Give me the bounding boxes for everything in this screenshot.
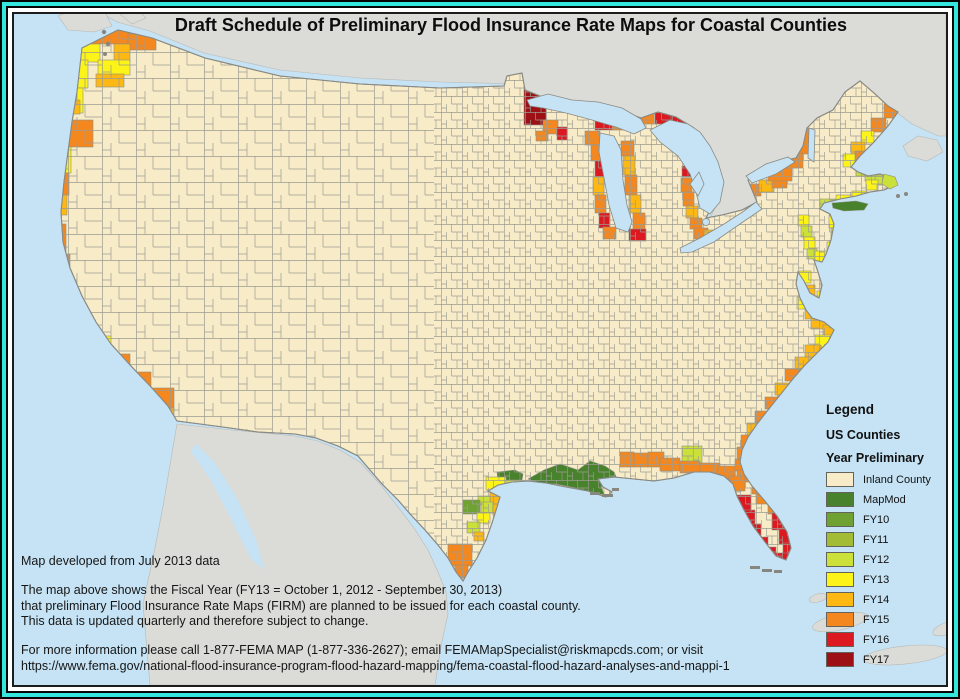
- description-line-2: that preliminary Flood Insurance Rate Ma…: [21, 598, 581, 613]
- us-counties-map: [14, 14, 946, 685]
- legend-swatch: [826, 492, 854, 507]
- legend-item: FY14: [826, 592, 931, 607]
- legend-items: Inland County MapMod FY10 FY11 FY12 FY13 FY14 F…: [826, 472, 931, 667]
- legend-swatch: [826, 592, 854, 607]
- lake-champlain: [807, 127, 816, 163]
- legend-swatch: [826, 532, 854, 547]
- contact-line: For more information please call 1-877-F…: [21, 643, 704, 658]
- legend-item: FY10: [826, 512, 931, 527]
- fema-url: https://www.fema.gov/national-flood-insu…: [21, 658, 730, 673]
- legend-item: FY11: [826, 532, 931, 547]
- legend-label: FY17: [863, 653, 890, 666]
- legend-label: FY10: [863, 513, 890, 526]
- description-line-3: This data is updated quarterly and there…: [21, 614, 369, 629]
- nova-scotia: [902, 135, 944, 162]
- legend-item: FY17: [826, 652, 931, 667]
- legend-item: Inland County: [826, 472, 931, 487]
- map-notes: Map developed from July 2013 data The ma…: [21, 554, 730, 675]
- map-frame-inner: Draft Schedule of Preliminary Flood Insu…: [6, 6, 954, 693]
- legend-item: MapMod: [826, 492, 931, 507]
- legend-heading: Legend: [826, 402, 875, 417]
- legend-label: FY12: [863, 553, 890, 566]
- lake-michigan: [598, 132, 633, 233]
- map-title: Draft Schedule of Preliminary Flood Insu…: [174, 15, 848, 35]
- lake-superior: [526, 93, 647, 135]
- contact-info: For more information please call 1-877-F…: [21, 643, 730, 675]
- legend-swatch: [826, 472, 854, 487]
- legend-label: FY16: [863, 633, 890, 646]
- long-island: [831, 200, 869, 212]
- legend-label: FY15: [863, 613, 890, 626]
- data-source-note: Map developed from July 2013 data: [21, 554, 220, 568]
- legend: Legend US Counties Year Preliminary Inla…: [826, 402, 931, 672]
- legend-field-name: Year Preliminary: [826, 451, 924, 465]
- description-line-1: The map above shows the Fiscal Year (FY1…: [21, 582, 503, 597]
- lake-st-clair: [702, 218, 710, 226]
- legend-swatch: [826, 572, 854, 587]
- legend-item: FY15: [826, 612, 931, 627]
- saginaw-bay: [689, 171, 705, 197]
- mississippi-delta-marsh: [590, 488, 619, 497]
- map-description: The map above shows the Fiscal Year (FY1…: [21, 583, 730, 630]
- legend-label: FY13: [863, 573, 890, 586]
- florida-keys: [750, 566, 782, 573]
- mexico-landmass: [142, 423, 449, 685]
- legend-item: FY12: [826, 552, 931, 567]
- legend-item: FY13: [826, 572, 931, 587]
- flood-map-canvas: Draft Schedule of Preliminary Flood Insu…: [12, 12, 948, 687]
- great-lakes: [526, 93, 816, 254]
- lake-huron: [649, 119, 725, 215]
- legend-swatch: [826, 512, 854, 527]
- legend-layer-name: US Counties: [826, 428, 901, 442]
- legend-label: FY11: [863, 533, 889, 546]
- legend-label: FY14: [863, 593, 890, 606]
- legend-swatch: [826, 632, 854, 647]
- legend-item: FY16: [826, 632, 931, 647]
- legend-label: Inland County: [863, 473, 931, 486]
- legend-swatch: [826, 652, 854, 667]
- lake-ontario: [745, 156, 796, 184]
- legend-swatch: [826, 552, 854, 567]
- legend-label: MapMod: [863, 493, 906, 506]
- legend-swatch: [826, 612, 854, 627]
- lake-erie: [679, 201, 763, 254]
- vancouver-island: [57, 14, 113, 33]
- cape-cod: [881, 173, 899, 190]
- gulf-of-california: [191, 444, 265, 570]
